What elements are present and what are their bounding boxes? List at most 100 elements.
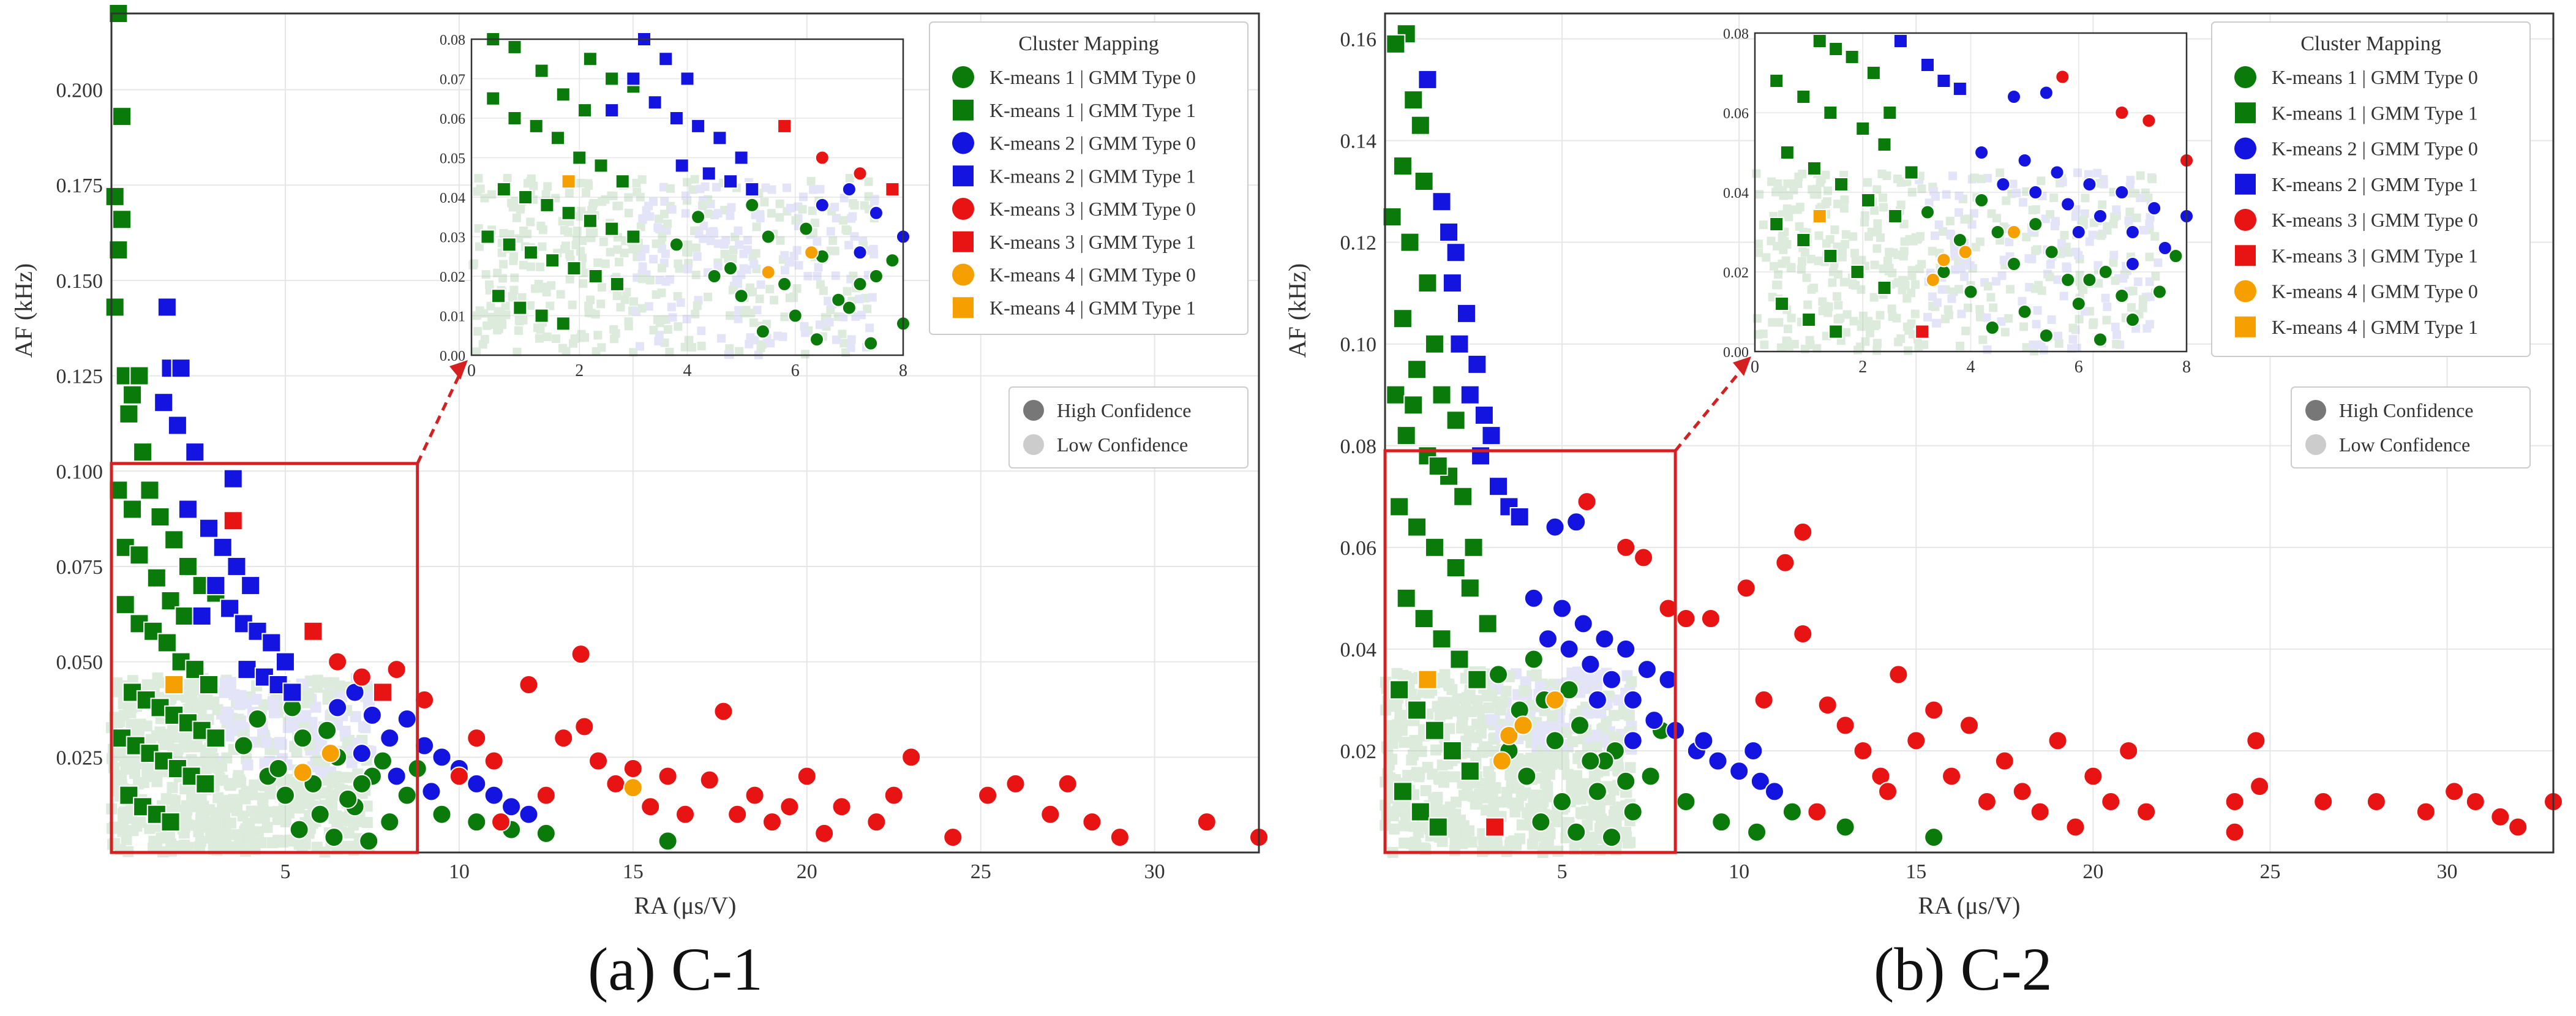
data-point — [467, 728, 487, 748]
inset-low-confidence-point — [514, 315, 524, 325]
low-confidence-point — [1526, 670, 1538, 682]
low-confidence-point — [1428, 794, 1440, 805]
inset-low-confidence-point — [509, 252, 518, 261]
inset-low-confidence-point — [1767, 177, 1776, 186]
data-point — [1644, 710, 1664, 731]
inset-low-confidence-point — [474, 174, 483, 183]
low-confidence-point — [223, 778, 235, 790]
inset-low-confidence-point — [2099, 175, 2108, 184]
inset-low-confidence-point — [519, 315, 528, 325]
data-point — [1545, 517, 1565, 537]
caption-a: (a) C-1 — [588, 935, 763, 1003]
low-confidence-point — [1418, 687, 1429, 698]
inset-low-confidence-point — [637, 304, 647, 313]
inset-low-confidence-point — [745, 339, 754, 348]
low-confidence-point — [1471, 694, 1483, 706]
inset-low-confidence-point — [743, 245, 752, 254]
low-confidence-point — [1523, 807, 1534, 819]
inset-low-confidence-point — [819, 286, 828, 295]
confidence-label: High Confidence — [2339, 399, 2474, 421]
data-point — [178, 499, 198, 519]
inset-low-confidence-point — [615, 257, 624, 266]
data-point — [1460, 385, 1480, 405]
inset-data-point — [760, 229, 776, 244]
inset-low-confidence-point — [578, 236, 587, 246]
low-confidence-point — [1416, 746, 1427, 758]
inset-low-confidence-point — [724, 254, 733, 263]
low-confidence-point — [1391, 701, 1402, 712]
inset-low-confidence-point — [1864, 317, 1873, 326]
legend-entry-label: K-means 4 | GMM Type 0 — [989, 264, 1196, 286]
y-tick-label: 0.02 — [1340, 740, 1377, 763]
inset-low-confidence-point — [668, 313, 677, 322]
data-point — [175, 606, 195, 626]
inset-low-confidence-point — [1960, 215, 1969, 224]
low-confidence-point — [226, 724, 238, 736]
inset-low-confidence-point — [665, 347, 674, 356]
low-confidence-point — [141, 679, 153, 691]
inset-low-confidence-point — [2037, 176, 2046, 186]
inset-low-confidence-point — [2062, 263, 2071, 273]
low-confidence-point — [110, 785, 122, 797]
inset-data-point — [582, 51, 598, 67]
inset-low-confidence-point — [497, 315, 506, 324]
low-confidence-point — [348, 845, 359, 856]
low-confidence-point — [220, 674, 232, 686]
inset-low-confidence-point — [2043, 269, 2052, 279]
low-confidence-point — [1531, 761, 1543, 772]
low-confidence-point — [223, 730, 235, 742]
data-point — [1708, 751, 1728, 771]
low-confidence-point — [1454, 819, 1466, 830]
inset-data-point — [1834, 177, 1849, 192]
inset-low-confidence-point — [1867, 227, 1876, 236]
low-confidence-point — [123, 807, 135, 819]
data-point — [1559, 680, 1579, 700]
low-confidence-point — [113, 745, 124, 757]
inset-low-confidence-point — [850, 201, 859, 210]
low-confidence-point — [219, 687, 230, 698]
inset-low-confidence-point — [789, 252, 798, 261]
data-point — [1959, 715, 1979, 736]
inset-low-confidence-point — [1907, 271, 1917, 280]
low-confidence-point — [195, 698, 207, 709]
low-confidence-point — [222, 795, 233, 807]
low-confidence-point — [1439, 669, 1451, 680]
inset-low-confidence-point — [2141, 293, 2150, 302]
inset-low-confidence-point — [846, 343, 855, 352]
data-point — [372, 682, 392, 702]
low-confidence-point — [230, 841, 242, 852]
low-confidence-point — [157, 739, 169, 750]
data-point — [2246, 731, 2266, 751]
low-confidence-point — [186, 754, 197, 766]
inset-low-confidence-point — [2039, 345, 2048, 355]
low-confidence-point — [325, 796, 337, 808]
low-confidence-point — [242, 759, 253, 771]
low-confidence-point — [231, 805, 242, 816]
legend-marker-square — [953, 297, 974, 318]
low-confidence-point — [1567, 736, 1579, 748]
data-point — [1729, 761, 1749, 781]
inset-low-confidence-point — [638, 262, 647, 271]
inset-low-confidence-point — [538, 282, 547, 292]
inset-low-confidence-point — [1825, 235, 1834, 244]
inset-low-confidence-point — [589, 228, 598, 237]
data-point — [261, 633, 282, 653]
inset-low-confidence-point — [1950, 265, 1959, 274]
low-confidence-point — [212, 704, 223, 715]
inset-low-confidence-point — [690, 175, 699, 184]
inset-low-confidence-point — [539, 284, 548, 293]
inset-low-confidence-point — [691, 270, 700, 279]
data-point — [1513, 715, 1533, 736]
inset-low-confidence-point — [740, 309, 749, 318]
low-confidence-point — [1577, 670, 1589, 682]
data-point — [1623, 690, 1643, 710]
inset-low-confidence-point — [483, 321, 492, 330]
data-point — [119, 404, 139, 424]
data-point — [1446, 558, 1466, 578]
data-point — [606, 773, 626, 794]
inset-low-confidence-point — [843, 226, 852, 235]
low-confidence-point — [1480, 717, 1492, 729]
inset-low-confidence-point — [1786, 263, 1795, 272]
inset-low-confidence-point — [1863, 178, 1872, 187]
inset-low-confidence-point — [826, 306, 835, 315]
